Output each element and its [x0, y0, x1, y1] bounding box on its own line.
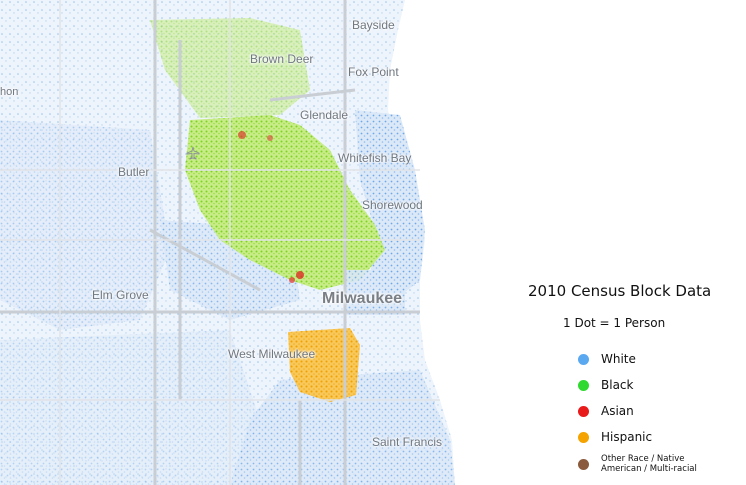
asian-cluster: [289, 277, 295, 283]
place-label-fox-point: Fox Point: [348, 65, 399, 79]
asian-cluster: [296, 271, 304, 279]
place-label-shorewood: Shorewood: [362, 198, 423, 212]
black-majority-area: [185, 115, 385, 290]
place-label-glendale: Glendale: [300, 108, 349, 122]
legend-label-hispanic: Hispanic: [601, 430, 653, 444]
place-label-west-milwaukee: West Milwaukee: [228, 347, 316, 361]
white-area-southwest: [0, 330, 260, 485]
legend-label-other: Other Race / Native American / Multi-rac…: [601, 454, 697, 474]
minor-roads: [0, 0, 440, 485]
legend-subtitle: 1 Dot = 1 Person: [563, 316, 666, 330]
place-label-elm-grove: Elm Grove: [92, 288, 149, 302]
legend-item-other: Other Race / Native American / Multi-rac…: [578, 454, 711, 474]
asian-cluster: [267, 135, 273, 141]
place-label-butler: Butler: [118, 165, 150, 179]
legend-dot-white: [578, 353, 589, 365]
legend-label-black: Black: [601, 378, 634, 392]
place-label-whitefish-bay: Whitefish Bay: [338, 151, 412, 165]
white-area-north-shore: [355, 110, 425, 300]
map-legend: 2010 Census Block Data 1 Dot = 1 Person …: [500, 270, 746, 485]
asian-cluster: [238, 131, 246, 139]
legend-dot-hispanic: [578, 431, 589, 443]
legend-dot-black: [578, 379, 589, 391]
highway-lines: [0, 0, 420, 485]
airport-icon: [186, 146, 200, 160]
place-label-bayside: Bayside: [352, 18, 395, 32]
downtown-area: [345, 270, 405, 315]
legend-item-black: Black: [578, 378, 633, 392]
legend-item-hispanic: Hispanic: [578, 430, 652, 444]
legend-label-asian: Asian: [601, 404, 634, 418]
white-area-west: [0, 120, 170, 330]
hispanic-majority-area: [288, 328, 360, 402]
legend-item-asian: Asian: [578, 404, 634, 418]
legend-dot-asian: [578, 405, 589, 417]
legend-dot-other: [578, 458, 589, 470]
place-label-edge-fragment: hon: [0, 86, 19, 98]
place-label-milwaukee: Milwaukee: [322, 290, 403, 307]
place-label-brown-deer: Brown Deer: [250, 52, 314, 66]
place-label-saint-francis: Saint Francis: [372, 435, 443, 449]
white-area-south: [230, 370, 455, 485]
legend-title: 2010 Census Block Data: [528, 282, 712, 300]
legend-label-white: White: [601, 352, 636, 366]
legend-item-white: White: [578, 352, 636, 366]
